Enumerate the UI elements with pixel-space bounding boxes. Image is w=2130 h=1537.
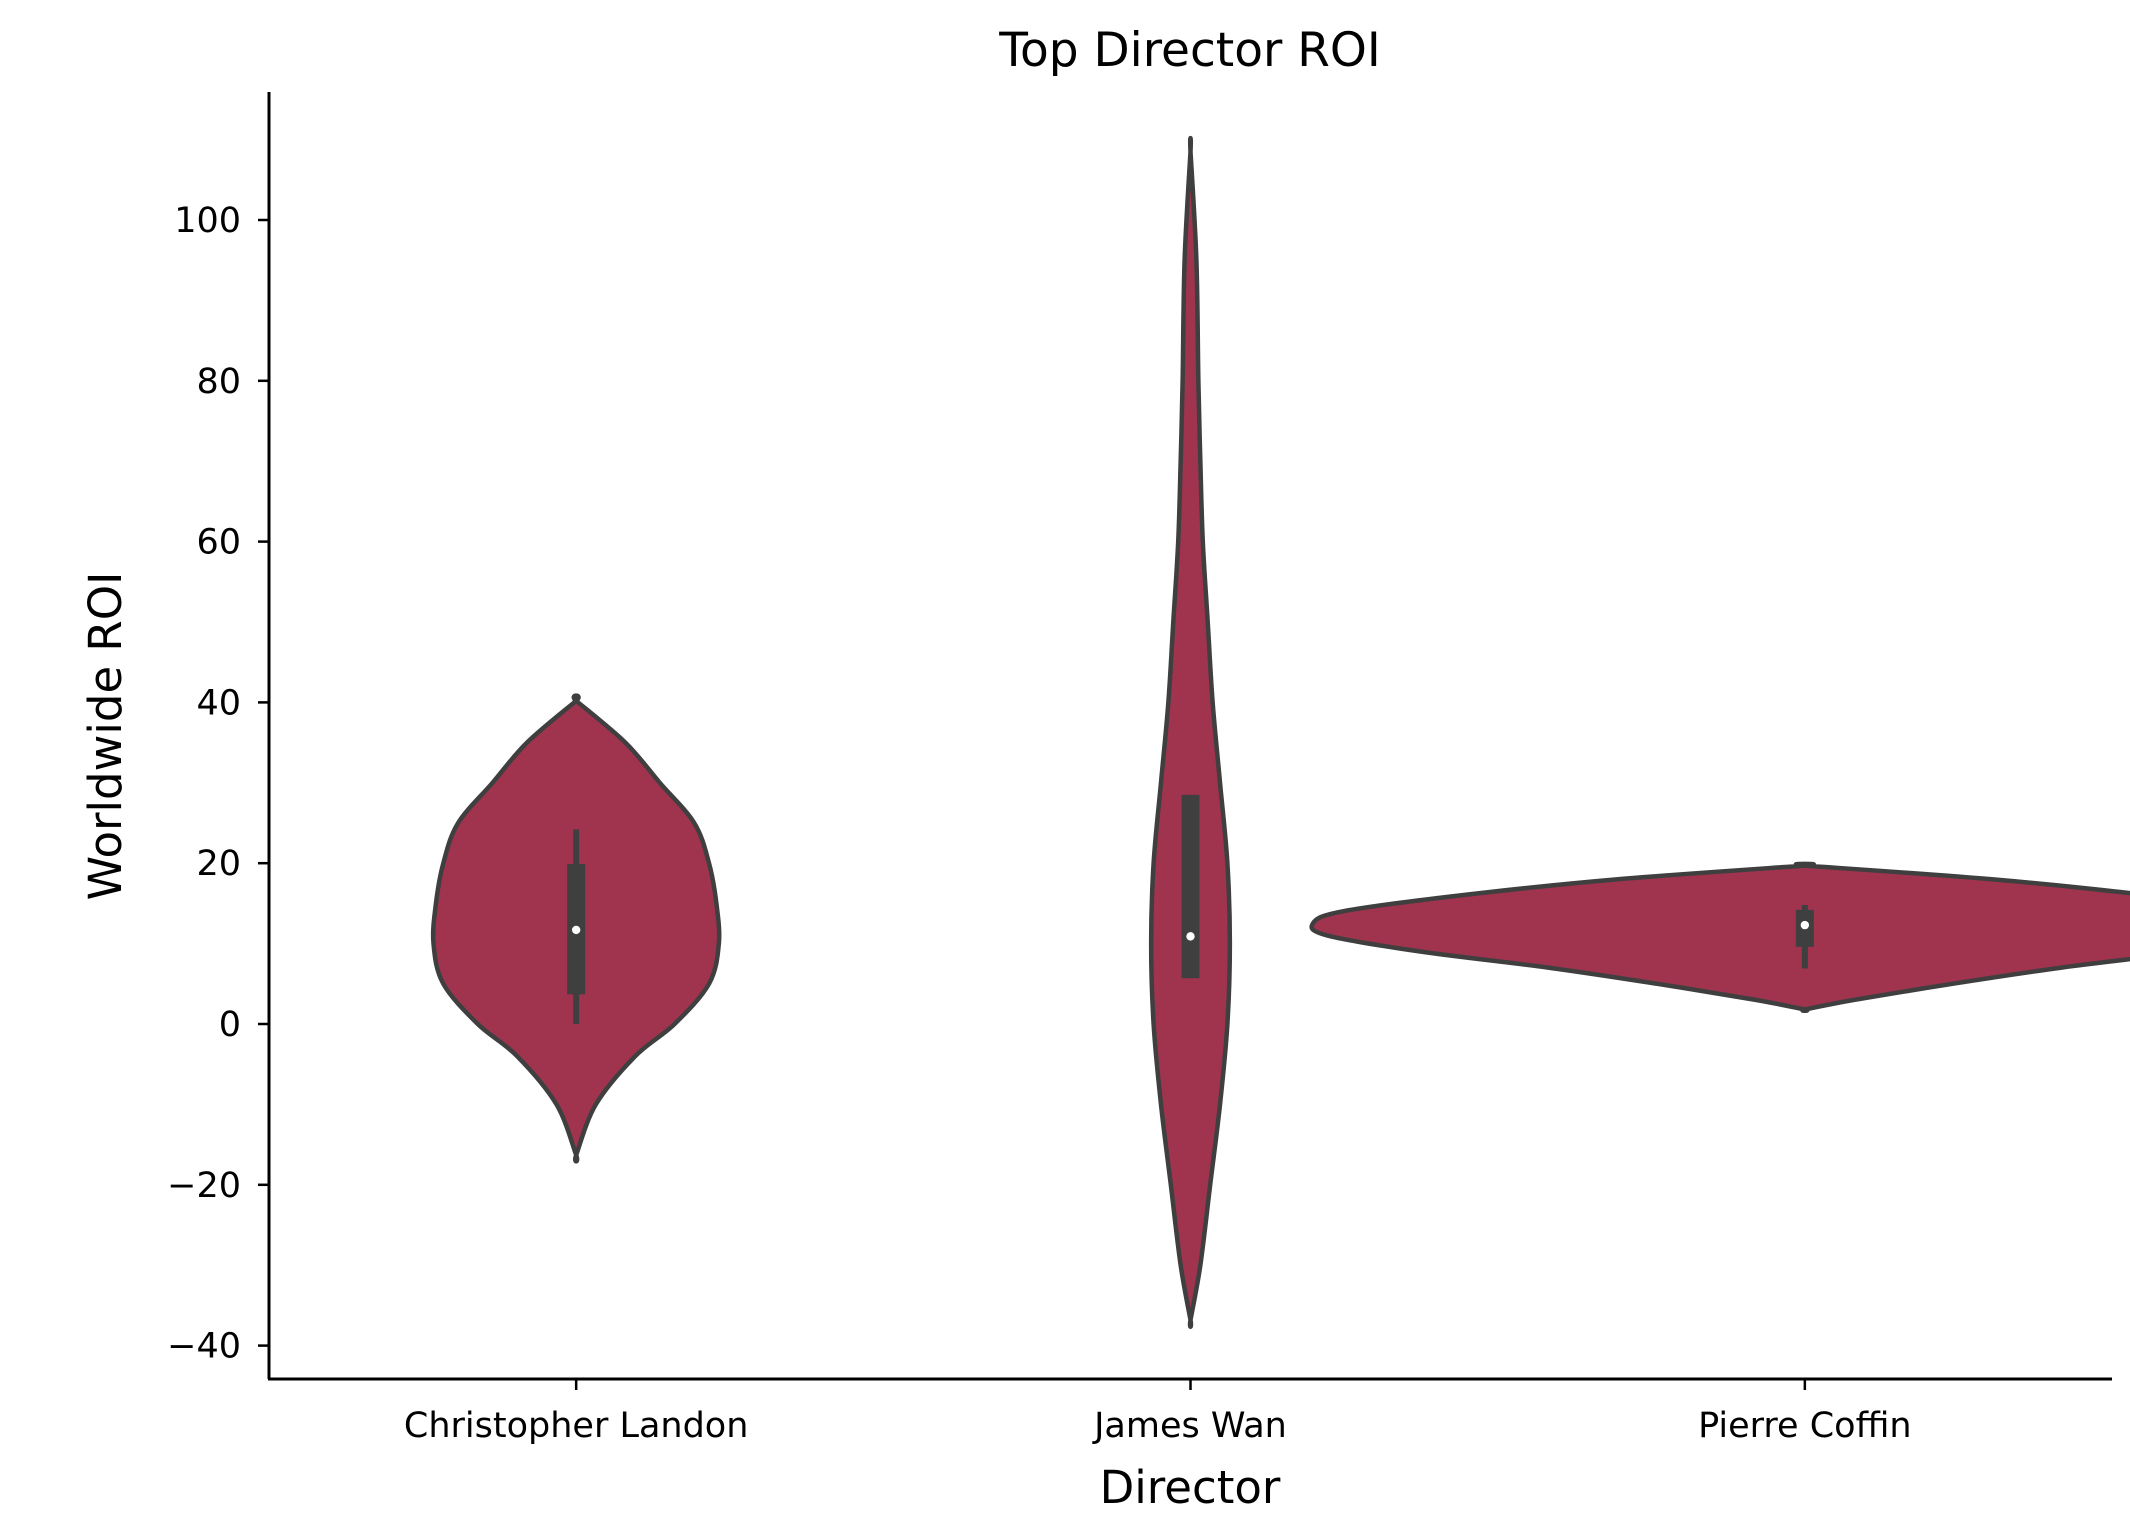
y-tick-label: −20: [167, 1166, 241, 1206]
violin-median-marker: [571, 925, 581, 935]
violin-group-pierre-coffin: [1309, 861, 2130, 1013]
violin-iqr-box: [1181, 794, 1200, 979]
chart-title: Top Director ROI: [998, 23, 1381, 78]
violin-median-marker: [1186, 932, 1195, 941]
x-ticks: Christopher Landon James Wan Pierre Coffin: [404, 1379, 1912, 1446]
y-tick-label: 80: [196, 362, 241, 402]
y-ticks: −40 −20 0 20 40 60 80 100: [167, 201, 269, 1367]
y-axis-title: Worldwide ROI: [79, 572, 132, 901]
x-axis-title: Director: [1100, 1461, 1281, 1514]
y-tick-label: 100: [174, 201, 241, 241]
x-tick-label: Pierre Coffin: [1698, 1406, 1912, 1446]
y-tick-label: 0: [219, 1005, 241, 1045]
violin-median-marker: [1800, 920, 1810, 930]
violin-body: [1148, 135, 1233, 1329]
y-tick-label: 40: [196, 683, 241, 723]
violin-group-james-wan: [1148, 135, 1233, 1329]
violin-group-christopher-landon: [430, 693, 722, 1164]
violins-layer: [430, 135, 2130, 1329]
x-tick-label: Christopher Landon: [404, 1406, 749, 1446]
x-tick-label: James Wan: [1092, 1406, 1287, 1446]
y-tick-label: −40: [167, 1327, 241, 1367]
y-tick-label: 60: [196, 523, 241, 563]
violin-body: [1309, 861, 2130, 1013]
y-tick-label: 20: [196, 844, 241, 884]
